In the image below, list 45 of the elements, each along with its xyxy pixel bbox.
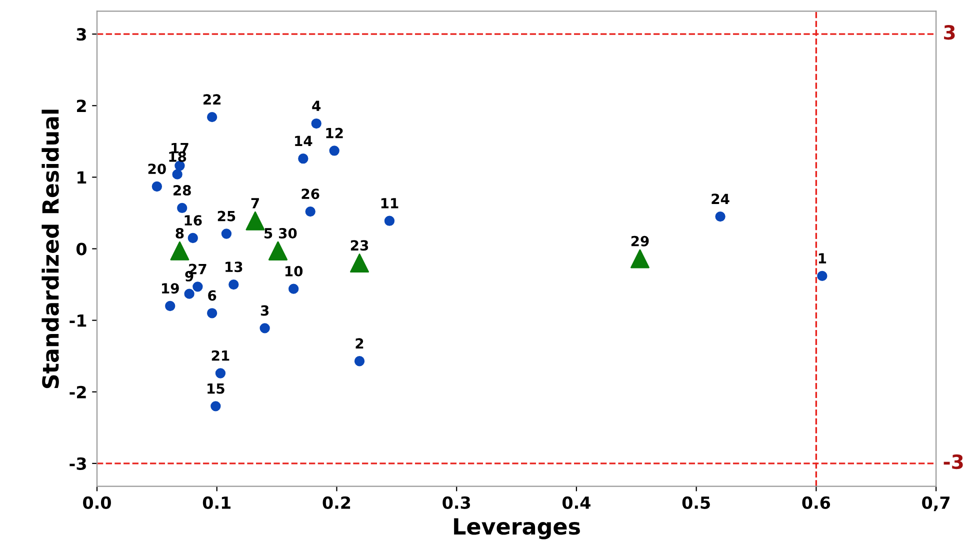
annotation: 29	[631, 236, 649, 246]
y-tick-label: -3	[70, 457, 86, 470]
y-tick-label: -1	[70, 314, 86, 327]
x-tick-label: 0,7	[922, 496, 950, 512]
annotation: 24	[712, 194, 730, 204]
x-axis-title: Leverages	[454, 518, 580, 540]
annotation: 15	[208, 383, 224, 394]
annotation: 28	[174, 185, 191, 196]
annotation: 1	[818, 253, 826, 264]
annotation: 23	[350, 240, 368, 251]
annotation: 6	[208, 290, 216, 301]
y-tick-label: 1	[78, 171, 86, 184]
y-axis-title: Standardized Residual	[42, 110, 59, 388]
annotation: 14	[295, 136, 312, 146]
annotation: 16	[184, 215, 202, 226]
ref-line-label: -3	[944, 454, 963, 470]
annotation: 13	[226, 262, 242, 272]
annotation: 25	[218, 210, 236, 222]
annotation: 2	[356, 338, 364, 348]
annotation: 22	[204, 94, 221, 104]
x-tick-label: 0.1	[202, 496, 230, 509]
ref-line-label: 3	[944, 25, 955, 40]
annotation: 21	[212, 350, 230, 361]
x-tick-label: 0.6	[802, 496, 830, 509]
y-tick-label: 0	[76, 242, 86, 256]
annotation: 7	[251, 198, 259, 208]
y-tick-label: 2	[77, 100, 86, 112]
annotation: 26	[302, 188, 320, 200]
y-tick-label: 3	[76, 28, 86, 41]
annotation: 8	[176, 228, 184, 238]
x-tick-label: 0.3	[442, 496, 470, 509]
x-tick-label: 0.2	[322, 496, 350, 509]
y-tick-label: -2	[70, 386, 86, 398]
x-tick-label: 0.0	[83, 496, 111, 509]
annotation: 11	[381, 198, 398, 208]
annotation: 5	[264, 228, 272, 238]
annotation: 10	[285, 266, 303, 276]
annotation: 4	[312, 100, 321, 111]
annotation: 20	[148, 164, 166, 174]
annotation: 12	[326, 128, 343, 138]
annotation: 19	[162, 283, 179, 294]
x-tick-label: 0.4	[562, 496, 590, 509]
annotation: 30	[278, 228, 297, 238]
annotation: 3	[260, 305, 269, 316]
x-tick-label: 0.5	[682, 496, 710, 509]
